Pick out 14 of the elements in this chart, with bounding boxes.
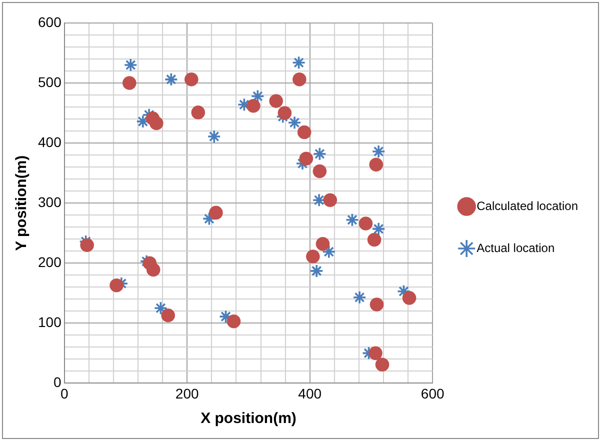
- y-tick-label: 400: [38, 134, 62, 150]
- y-tick-label: 200: [38, 254, 62, 270]
- y-tick-label: 100: [38, 314, 62, 330]
- y-tick-label: 300: [38, 194, 62, 210]
- x-tick-label: 400: [298, 385, 322, 402]
- y-tick-label: 600: [38, 14, 62, 30]
- legend-label: Actual location: [476, 240, 555, 255]
- y-tick-label: 500: [38, 74, 62, 90]
- x-tick-label: 200: [175, 385, 199, 402]
- x-tick-label: 600: [420, 385, 444, 402]
- y-tick-label: 0: [54, 374, 62, 390]
- legend-label: Calculated location: [476, 198, 578, 213]
- y-axis-title: Y position(m): [13, 155, 30, 251]
- x-axis-title: X position(m): [200, 410, 296, 428]
